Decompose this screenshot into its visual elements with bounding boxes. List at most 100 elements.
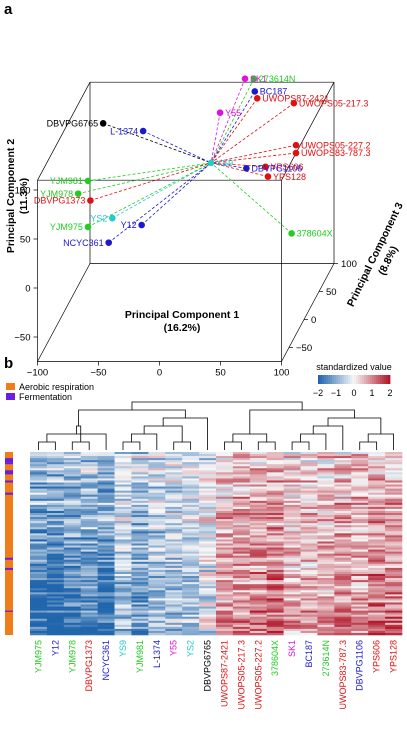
heatmap-cell xyxy=(199,592,217,595)
heatmap-cell xyxy=(131,624,149,628)
heatmap-cell xyxy=(283,466,301,469)
heatmap-cell xyxy=(368,604,386,607)
heatmap-cell xyxy=(97,539,115,542)
heatmap-cell xyxy=(300,616,318,620)
heatmap-cell xyxy=(249,508,268,512)
heatmap-cell xyxy=(46,563,65,567)
heatmap-cell xyxy=(63,551,82,554)
heatmap-cell xyxy=(216,567,234,571)
colorbar-step xyxy=(322,375,325,384)
heatmap-cell xyxy=(368,608,386,611)
heatmap-cell xyxy=(368,630,386,634)
heatmap-cell xyxy=(114,604,132,607)
heatmap-cell xyxy=(30,525,48,528)
heatmap-cell xyxy=(249,598,268,601)
heatmap-cell xyxy=(317,596,335,599)
heatmap-cell xyxy=(199,616,217,620)
heatmap-cell xyxy=(131,582,149,585)
heatmap-cell xyxy=(283,590,301,593)
centroid-line xyxy=(210,78,246,163)
heatmap-cell xyxy=(199,606,217,609)
heatmap-cell xyxy=(114,547,132,550)
heatmap-cell xyxy=(351,576,369,579)
heatmap-cell xyxy=(80,580,98,583)
heatmap-cell xyxy=(165,561,183,565)
heatmap-cell xyxy=(368,541,386,544)
heatmap-cell xyxy=(97,576,115,579)
heatmap-cell xyxy=(30,488,48,491)
heatmap-cell xyxy=(266,510,284,514)
heatmap-cell xyxy=(249,614,268,617)
heatmap-cell xyxy=(165,604,183,607)
heatmap-cell xyxy=(385,513,403,516)
heatmap-cell xyxy=(182,506,200,510)
heatmap-cell xyxy=(351,464,369,467)
heatmap-cell xyxy=(368,488,386,491)
heatmap-cell xyxy=(46,547,65,550)
heatmap-cell xyxy=(317,506,335,510)
colorbar-step xyxy=(352,375,355,384)
heatmap-cell xyxy=(351,618,369,622)
heatmap-cell xyxy=(30,527,48,530)
colorbar-step xyxy=(342,375,345,384)
heatmap-cell xyxy=(63,474,82,477)
heatmap-cell xyxy=(131,616,149,620)
heatmap-cell xyxy=(283,630,301,634)
heatmap-cell xyxy=(216,612,234,615)
heatmap-cell xyxy=(63,535,82,538)
heatmap-cell xyxy=(30,555,48,559)
heatmap-cell xyxy=(368,543,386,546)
heatmap-cell xyxy=(249,541,268,544)
heatmap-cell xyxy=(368,606,386,609)
heatmap-cell xyxy=(199,602,217,605)
heatmap-cell xyxy=(266,535,284,538)
column-label: BC187 xyxy=(304,640,314,668)
heatmap-cell xyxy=(266,630,284,634)
heatmap-cell xyxy=(232,596,251,599)
heatmap-cell xyxy=(182,578,200,581)
colorbar-step xyxy=(330,375,333,384)
heatmap-cell xyxy=(283,482,301,485)
heatmap-cell xyxy=(232,517,251,520)
heatmap-cell xyxy=(114,555,132,559)
pca-point xyxy=(292,141,300,149)
heatmap-cell xyxy=(334,553,352,556)
heatmap-grid xyxy=(30,452,403,636)
heatmap-cell xyxy=(317,525,335,528)
heatmap-cell xyxy=(182,537,200,540)
heatmap-cell xyxy=(97,478,115,481)
heatmap-cell xyxy=(97,456,115,459)
heatmap-cell xyxy=(283,488,301,491)
heatmap-cell xyxy=(165,624,183,628)
heatmap-cell xyxy=(385,543,403,546)
heatmap-cell xyxy=(249,456,268,459)
heatmap-cell xyxy=(182,580,200,583)
heatmap-cell xyxy=(63,616,82,620)
heatmap-cell xyxy=(148,622,166,626)
y-tick-label: 50 xyxy=(20,235,31,246)
heatmap-cell xyxy=(199,626,217,630)
heatmap-cell xyxy=(249,630,268,634)
heatmap-cell xyxy=(46,632,65,636)
heatmap-cell xyxy=(46,529,65,532)
heatmap-cell xyxy=(300,571,318,575)
heatmap-cell xyxy=(249,576,268,579)
heatmap-cell xyxy=(368,535,386,538)
heatmap-cell xyxy=(182,555,200,559)
heatmap-cell xyxy=(46,464,65,467)
column-label: 378604X xyxy=(270,640,280,676)
heatmap-cell xyxy=(165,531,183,534)
heatmap-cell xyxy=(368,468,386,471)
heatmap-cell xyxy=(266,626,284,630)
heatmap-cell xyxy=(317,567,335,571)
heatmap-cell xyxy=(131,486,149,489)
heatmap-cell xyxy=(216,474,234,477)
heatmap-cell xyxy=(131,555,149,559)
heatmap-cell xyxy=(317,559,335,563)
heatmap-cell xyxy=(385,622,403,626)
pca-point-label: YS2 xyxy=(90,213,107,223)
heatmap-cell xyxy=(300,498,318,502)
heatmap-cell xyxy=(385,596,403,599)
heatmap-cell xyxy=(131,578,149,581)
heatmap-cell xyxy=(368,480,386,483)
